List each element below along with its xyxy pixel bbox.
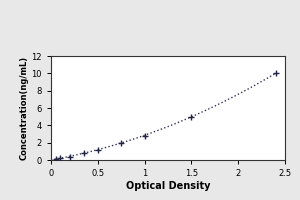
X-axis label: Optical Density: Optical Density: [126, 181, 210, 191]
Y-axis label: Concentration(ng/mL): Concentration(ng/mL): [20, 56, 29, 160]
